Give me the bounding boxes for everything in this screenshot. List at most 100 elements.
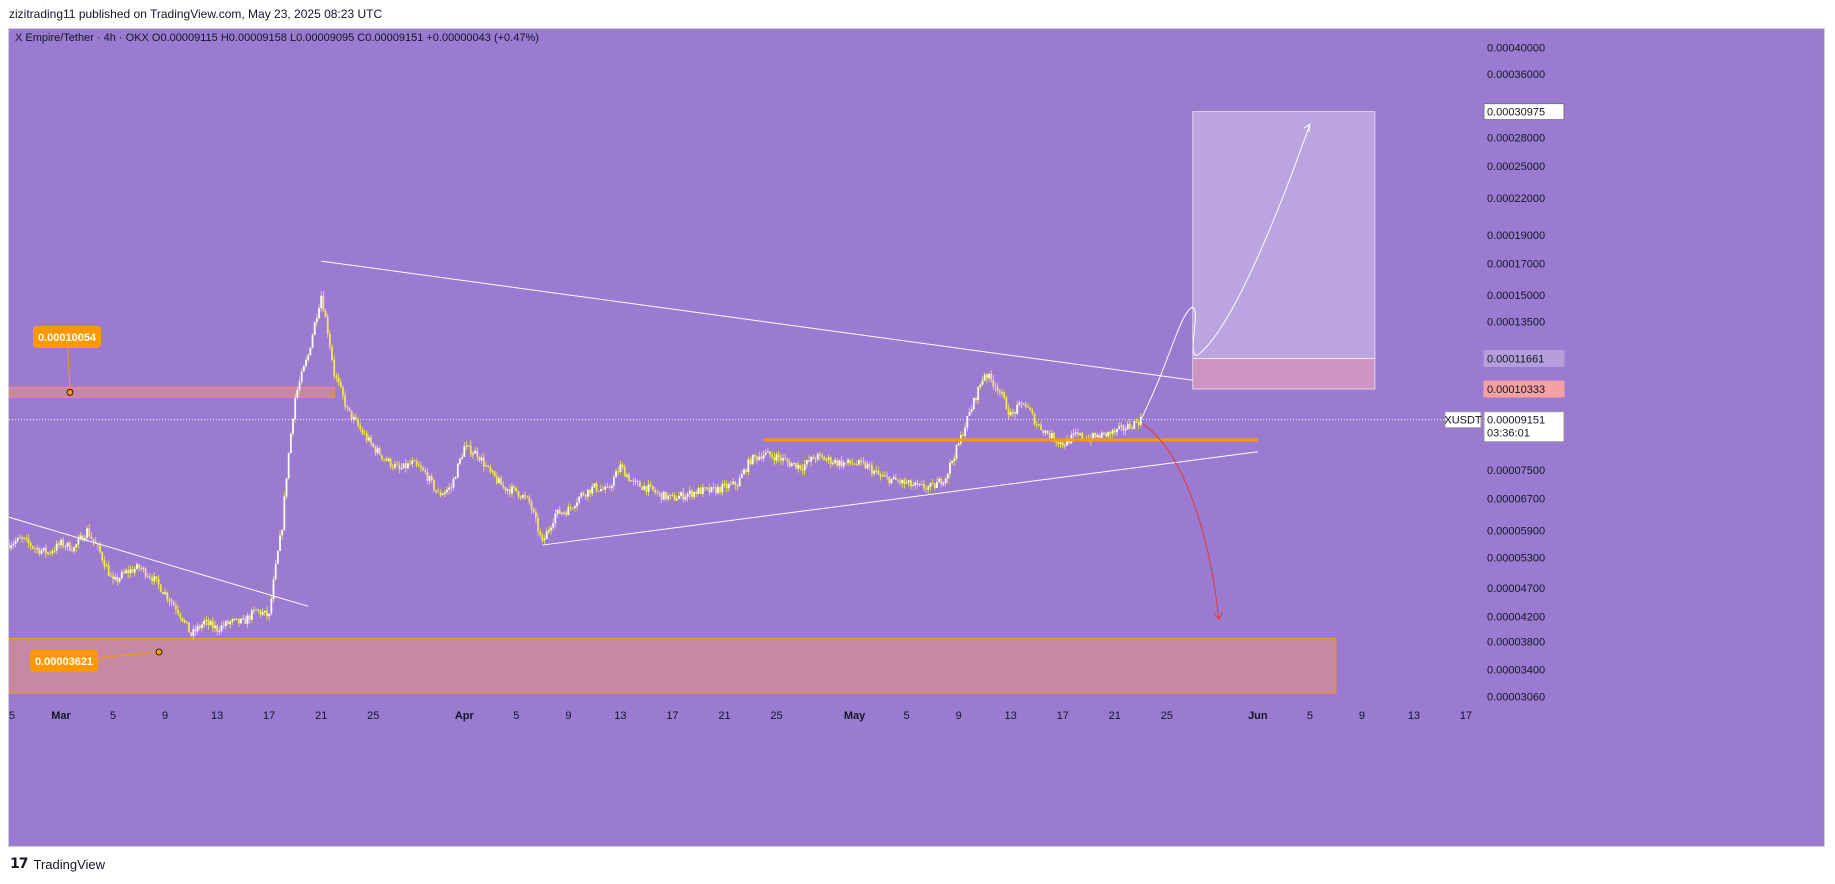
candle-body	[1033, 413, 1036, 425]
candle-body	[368, 437, 370, 441]
candle-body	[125, 570, 127, 573]
candle-body	[660, 492, 663, 500]
candle-body	[398, 465, 401, 469]
candle-body	[907, 480, 910, 483]
candle-body	[1129, 423, 1131, 429]
upper-zone-label-text: 0.00010054	[38, 332, 97, 344]
candle-body	[127, 570, 130, 574]
candle-body	[951, 460, 954, 463]
price-chart[interactable]: 0.00010054 0.00003621 X Empire/Tether · 4h…	[9, 29, 1825, 847]
candle-body	[502, 485, 505, 487]
candle-body	[797, 464, 800, 469]
candle-body	[424, 470, 427, 473]
candle-body	[1066, 438, 1068, 446]
candle-body	[732, 481, 735, 484]
candle-body	[409, 463, 412, 465]
candle-body	[1046, 430, 1049, 435]
candle-body	[964, 427, 967, 436]
candle-body	[669, 494, 672, 496]
candle-body	[710, 487, 713, 493]
candle-body	[237, 618, 240, 624]
candle-body	[569, 507, 572, 509]
chart-frame[interactable]: 0.00010054 0.00003621 X Empire/Tether · 4h…	[8, 28, 1825, 847]
candle-body	[138, 564, 140, 568]
candle-body	[155, 576, 158, 579]
candle-body	[326, 317, 329, 334]
candle-body	[818, 454, 821, 456]
candle-body	[578, 496, 581, 503]
candle-body	[75, 544, 78, 548]
candle-body	[905, 482, 908, 484]
candle-body	[493, 471, 496, 477]
candle-body	[927, 486, 930, 490]
candle-body	[38, 548, 41, 554]
candle-body	[552, 523, 555, 528]
candle-body	[383, 458, 385, 460]
candle-body	[764, 452, 767, 455]
candle-body	[391, 466, 394, 468]
candle-body	[634, 481, 637, 483]
candle-body	[1063, 445, 1066, 447]
candle-body	[933, 483, 936, 489]
candle-body	[376, 448, 379, 453]
candle-body	[407, 463, 409, 469]
candle-body	[346, 406, 349, 408]
candle-body	[823, 456, 826, 461]
ohlc-legend: X Empire/Tether · 4h · OKX O0.00009115 H…	[15, 32, 539, 44]
candle-body	[355, 416, 357, 420]
candle-body	[617, 471, 620, 473]
candle-body	[1109, 432, 1112, 434]
candle-body	[749, 459, 752, 465]
candle-body	[248, 615, 251, 620]
candle-body	[175, 605, 177, 610]
candle-body	[1081, 433, 1084, 439]
candle-body	[478, 457, 481, 461]
candle-body	[645, 486, 648, 492]
x-tick-label: 21	[718, 710, 730, 722]
candle-body	[812, 456, 815, 460]
candle-body	[556, 509, 559, 514]
candle-body	[77, 538, 80, 545]
candle-body	[1005, 397, 1008, 410]
candle-body	[90, 536, 93, 539]
candle-body	[1037, 424, 1040, 426]
x-tick-label: 5	[110, 710, 116, 722]
candle-body	[387, 458, 390, 461]
candle-body	[1098, 434, 1101, 438]
candle-body	[1131, 428, 1133, 429]
y-tick-label: 0.00015000	[1487, 290, 1545, 302]
candle-body	[747, 459, 750, 472]
candle-body	[840, 460, 843, 467]
candle-body	[1031, 410, 1034, 414]
candle-body	[762, 454, 765, 459]
candle-body	[322, 295, 325, 311]
candle-body	[981, 380, 984, 385]
candle-body	[827, 457, 830, 460]
candle-body	[936, 482, 938, 489]
candle-body	[652, 485, 654, 490]
candle-body	[229, 621, 232, 625]
candle-body	[198, 626, 201, 628]
candle-body	[420, 466, 422, 469]
candle-body	[845, 462, 847, 464]
candle-body	[604, 486, 607, 490]
candle-body	[62, 539, 65, 547]
candle-body	[459, 458, 461, 464]
candle-body	[916, 482, 919, 485]
target-price-tag: 0.00030975	[1487, 107, 1545, 119]
candle-body	[730, 483, 732, 485]
candle-body	[300, 371, 303, 382]
candle-body	[151, 578, 153, 582]
candle-body	[849, 459, 852, 464]
candle-body	[25, 538, 28, 539]
candle-body	[801, 468, 804, 471]
candle-body	[621, 464, 624, 468]
candle-body	[565, 512, 568, 515]
candle-body	[313, 322, 316, 335]
candle-body	[901, 479, 904, 484]
candle-body	[534, 512, 537, 518]
resistance-zone	[9, 386, 335, 398]
candle-body	[474, 450, 477, 454]
candle-body	[370, 437, 372, 444]
candle-body	[157, 578, 160, 585]
